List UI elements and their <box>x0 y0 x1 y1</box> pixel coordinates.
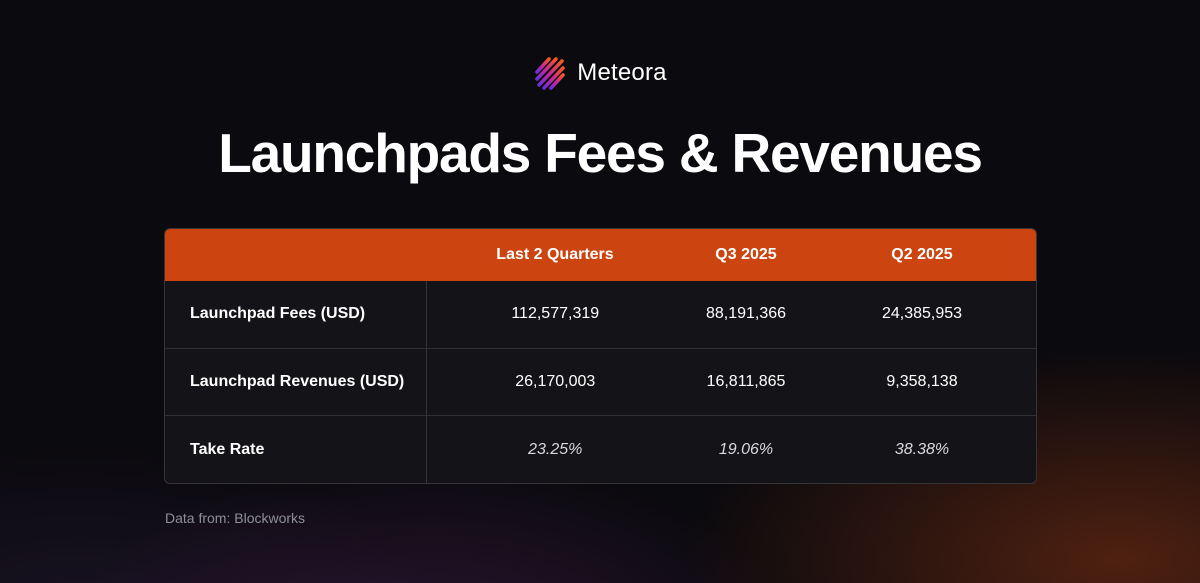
column-header-q2-2025: Q2 2025 <box>891 246 953 263</box>
table-header-row: Last 2 Quarters Q3 2025 Q2 2025 <box>165 229 1036 281</box>
column-header-last-2-quarters: Last 2 Quarters <box>496 246 614 263</box>
row-label: Take Rate <box>165 415 427 483</box>
cell-q2-2025: 9,358,138 <box>808 347 1036 416</box>
cell-last-2-quarters: 112,577,319 <box>511 305 600 323</box>
table-row-launchpad-fees: Launchpad Fees (USD) 112,577,319 88,191,… <box>165 281 1036 349</box>
cell-q2-2025: 38.38% <box>808 415 1036 483</box>
page-title: Launchpads Fees & Revenues <box>218 122 983 184</box>
cell-last-2-quarters: 26,170,003 <box>426 347 684 416</box>
brand: Meteora <box>0 54 1200 92</box>
fees-revenues-table: Last 2 Quarters Q3 2025 Q2 2025 Launchpa… <box>164 228 1037 484</box>
cell-q3-2025: 88,191,366 <box>705 305 787 323</box>
table-row-launchpad-revenues: Launchpad Revenues (USD) 26,170,003 16,8… <box>165 347 1036 416</box>
cell-q3-2025: 16,811,865 <box>684 347 808 416</box>
row-label: Launchpad Revenues (USD) <box>165 347 427 416</box>
meteora-logo-icon <box>535 57 566 90</box>
table-row-take-rate: Take Rate 23.25% 19.06% 38.38% <box>165 415 1036 483</box>
column-header-label <box>165 229 426 281</box>
cell-last-2-quarters: 23.25% <box>426 415 684 483</box>
brand-name: Meteora <box>577 59 667 86</box>
source-note: Data from: Blockworks <box>165 510 306 526</box>
row-label: Launchpad Fees (USD) <box>165 281 427 349</box>
column-header-q3-2025: Q3 2025 <box>715 246 777 263</box>
cell-q3-2025: 19.06% <box>684 415 808 483</box>
cell-q2-2025: 24,385,953 <box>881 305 963 323</box>
